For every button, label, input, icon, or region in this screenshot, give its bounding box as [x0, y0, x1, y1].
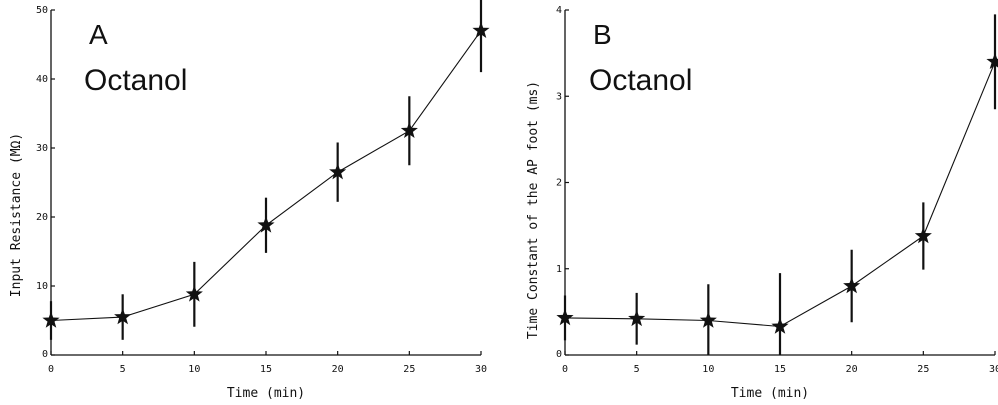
data-point-star — [185, 285, 203, 302]
y-axis-label: Input Resistance (MΩ) — [9, 133, 24, 297]
x-tick-label: 30 — [989, 364, 998, 375]
data-point-star — [400, 121, 418, 138]
y-tick-label: 0 — [556, 349, 562, 360]
data-point-star — [472, 21, 490, 38]
data-point-star — [556, 308, 574, 326]
y-tick-label: 1 — [556, 264, 562, 275]
y-tick-label: 3 — [556, 91, 562, 102]
panel-letter: A — [89, 19, 108, 50]
y-tick-label: 10 — [36, 281, 48, 292]
x-tick-label: 15 — [774, 364, 786, 375]
x-tick-label: 30 — [475, 364, 487, 375]
data-point-star — [628, 309, 646, 327]
y-tick-label: 0 — [42, 349, 48, 360]
x-tick-label: 15 — [260, 364, 272, 375]
y-tick-label: 2 — [556, 178, 562, 189]
x-tick-label: 0 — [562, 364, 568, 375]
x-tick-label: 20 — [332, 364, 344, 375]
x-tick-label: 25 — [403, 364, 415, 375]
y-axis-label: Time Constant of the AP foot (ms) — [526, 81, 541, 339]
x-tick-label: 25 — [917, 364, 929, 375]
data-point-star — [914, 227, 932, 244]
data-point-star — [329, 163, 347, 180]
y-tick-label: 20 — [36, 212, 48, 223]
data-point-star — [42, 311, 60, 328]
data-point-star — [257, 216, 275, 233]
x-axis-label: Time (min) — [227, 386, 305, 401]
x-tick-label: 5 — [634, 364, 640, 375]
panel-letter: B — [593, 19, 612, 50]
panel-title: Octanol — [589, 64, 692, 97]
data-point-star — [843, 277, 861, 294]
chart-panel-a: 0 5 10 15 20 25 30 0 10 20 30 40 50 Time (min) Input R… — [9, 0, 490, 401]
x-tick-label: 10 — [702, 364, 714, 375]
data-point-star — [699, 311, 717, 328]
y-tick-label: 4 — [556, 5, 562, 16]
panel-title: Octanol — [84, 64, 187, 97]
y-tick-label: 40 — [36, 74, 48, 85]
x-tick-label: 5 — [120, 364, 126, 375]
x-tick-label: 20 — [846, 364, 858, 375]
data-point-star — [771, 317, 789, 334]
data-point-star — [986, 52, 998, 69]
y-tick-label: 50 — [36, 5, 48, 16]
x-tick-label: 0 — [48, 364, 54, 375]
chart-panel-b: 0 5 10 15 20 25 30 0 1 2 3 4 Time (min) Time Constant… — [526, 5, 998, 401]
x-axis-label: Time (min) — [731, 386, 809, 401]
x-tick-label: 10 — [188, 364, 200, 375]
data-point-star — [114, 308, 132, 325]
y-tick-label: 30 — [36, 143, 48, 154]
